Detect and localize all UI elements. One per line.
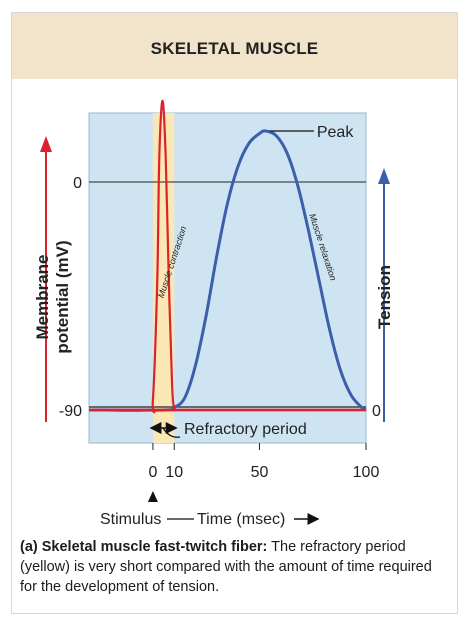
plot-area	[88, 112, 367, 444]
caption-text: The refractory period (yellow) is very s…	[20, 539, 432, 595]
x-ticks: 0 10 50 100	[148, 443, 379, 481]
left-axis-label-line2: potential (mV)	[53, 240, 72, 353]
right-axis-arrowhead	[378, 168, 390, 184]
left-axis-arrowhead	[40, 136, 52, 152]
time-axis-label: Time (msec)	[197, 511, 285, 528]
tension-curve	[88, 129, 367, 412]
right-tick-0: 0	[372, 403, 381, 420]
peak-label: Peak	[317, 124, 354, 141]
right-axis-label: Tension	[375, 265, 394, 329]
y-tick-minus-90: -90	[59, 403, 82, 420]
stimulus-marker	[147, 491, 158, 502]
stimulus-label: Stimulus	[100, 511, 161, 528]
x-tick-label: 0	[148, 464, 157, 481]
y-tick-0: 0	[73, 175, 82, 192]
x-tick-label: 50	[251, 464, 269, 481]
caption-heading: (a) Skeletal muscle fast-twitch fiber:	[20, 539, 268, 555]
figure-header: SKELETAL MUSCLE	[12, 13, 457, 79]
x-tick-label: 100	[353, 464, 380, 481]
refractory-leader	[162, 427, 181, 438]
refractory-label: Refractory period	[184, 421, 307, 438]
figure-caption: (a) Skeletal muscle fast-twitch fiber: T…	[20, 537, 450, 597]
x-tick-label: 10	[165, 464, 183, 481]
figure-title: SKELETAL MUSCLE	[150, 39, 319, 58]
left-axis-label-line1: Membrane	[33, 254, 52, 339]
